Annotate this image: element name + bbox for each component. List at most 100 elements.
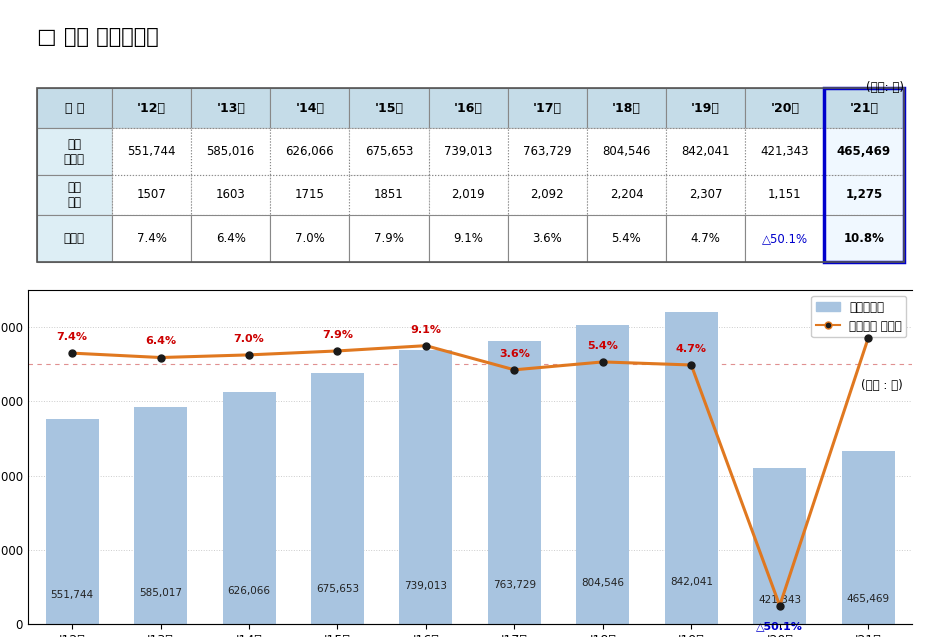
Bar — [587, 175, 666, 215]
Bar — [507, 89, 587, 128]
Text: △50.1%: △50.1% — [756, 622, 803, 632]
Bar — [191, 89, 270, 128]
Text: '16년: '16년 — [453, 102, 482, 115]
Bar — [37, 89, 112, 128]
Bar — [270, 175, 349, 215]
Text: 하루
평균: 하루 평균 — [67, 181, 81, 209]
Bar — [665, 311, 718, 624]
Text: 1715: 1715 — [295, 189, 325, 201]
Text: 7.4%: 7.4% — [57, 332, 88, 342]
Bar — [112, 215, 191, 262]
Text: 675,653: 675,653 — [365, 145, 413, 158]
Bar — [745, 89, 824, 128]
Text: 421,343: 421,343 — [761, 145, 809, 158]
Bar — [666, 89, 745, 128]
Text: 3.6%: 3.6% — [533, 232, 562, 245]
Bar — [37, 89, 903, 262]
Text: 7.9%: 7.9% — [374, 232, 404, 245]
Text: 585,016: 585,016 — [207, 145, 255, 158]
Bar — [112, 89, 191, 128]
Text: 4.7%: 4.7% — [691, 232, 721, 245]
Bar — [842, 452, 895, 624]
Bar — [666, 175, 745, 215]
Bar — [488, 341, 541, 624]
Bar — [349, 175, 428, 215]
Bar — [349, 215, 428, 262]
Text: 551,744: 551,744 — [50, 590, 94, 599]
Bar — [270, 89, 349, 128]
Bar — [191, 215, 270, 262]
Bar — [349, 89, 428, 128]
Text: 739,013: 739,013 — [444, 145, 492, 158]
Bar — [428, 128, 507, 175]
Text: 421,343: 421,343 — [758, 596, 802, 606]
Text: 1,151: 1,151 — [768, 189, 802, 201]
Text: 9.1%: 9.1% — [411, 324, 441, 334]
Bar — [666, 215, 745, 262]
Text: 626,066: 626,066 — [286, 145, 334, 158]
Text: (단위: 대): (단위: 대) — [866, 81, 903, 94]
Text: 763,729: 763,729 — [492, 580, 536, 590]
Text: 739,013: 739,013 — [404, 582, 448, 591]
Text: 1603: 1603 — [216, 189, 246, 201]
Bar — [428, 215, 507, 262]
Bar — [824, 89, 904, 262]
Text: 10.8%: 10.8% — [849, 317, 887, 327]
Text: '19년: '19년 — [691, 102, 720, 115]
Bar — [270, 128, 349, 175]
Bar — [191, 175, 270, 215]
Text: □ 연간 항공교통량: □ 연간 항공교통량 — [37, 27, 158, 47]
Bar — [745, 215, 824, 262]
Text: (단위 : 대): (단위 : 대) — [861, 379, 903, 392]
Bar — [576, 326, 629, 624]
Text: 1851: 1851 — [374, 189, 404, 201]
Text: 804,546: 804,546 — [602, 145, 651, 158]
Text: 842,041: 842,041 — [669, 576, 713, 587]
Text: 5.4%: 5.4% — [587, 341, 618, 351]
Text: 2,307: 2,307 — [689, 189, 722, 201]
Text: 626,066: 626,066 — [227, 586, 271, 596]
Bar — [37, 175, 112, 215]
Bar — [134, 407, 187, 624]
Text: 842,041: 842,041 — [681, 145, 730, 158]
Text: '14년: '14년 — [295, 102, 324, 115]
Bar — [270, 215, 349, 262]
Text: '17년: '17년 — [533, 102, 561, 115]
Text: 구 분: 구 분 — [64, 102, 84, 115]
Text: 585,017: 585,017 — [139, 588, 182, 598]
Bar — [745, 175, 824, 215]
Text: '12년: '12년 — [137, 102, 166, 115]
Text: 465,469: 465,469 — [837, 145, 891, 158]
Bar — [753, 468, 806, 624]
Text: 7.0%: 7.0% — [295, 232, 325, 245]
Bar — [191, 128, 270, 175]
Text: 763,729: 763,729 — [523, 145, 572, 158]
Bar — [587, 128, 666, 175]
Text: 6.4%: 6.4% — [145, 336, 176, 347]
Text: 2,092: 2,092 — [531, 189, 564, 201]
Text: △50.1%: △50.1% — [762, 232, 808, 245]
Text: 551,744: 551,744 — [128, 145, 176, 158]
Bar — [349, 128, 428, 175]
Text: 10.8%: 10.8% — [843, 232, 884, 245]
Text: 6.4%: 6.4% — [216, 232, 246, 245]
Bar — [824, 215, 904, 262]
Bar — [587, 89, 666, 128]
Bar — [311, 373, 364, 624]
Text: '15년: '15년 — [374, 102, 403, 115]
Text: 804,546: 804,546 — [581, 578, 625, 589]
Text: 3.6%: 3.6% — [499, 348, 530, 359]
Text: 1507: 1507 — [137, 189, 167, 201]
Bar — [223, 392, 276, 624]
Bar — [824, 89, 904, 128]
Text: 2,019: 2,019 — [452, 189, 485, 201]
Bar — [666, 128, 745, 175]
Bar — [824, 128, 904, 175]
Text: 7.4%: 7.4% — [137, 232, 167, 245]
Text: 2,204: 2,204 — [610, 189, 643, 201]
Bar — [428, 175, 507, 215]
Text: 7.9%: 7.9% — [322, 330, 353, 340]
Bar — [46, 419, 99, 624]
Bar — [587, 215, 666, 262]
Text: 675,653: 675,653 — [316, 584, 359, 594]
